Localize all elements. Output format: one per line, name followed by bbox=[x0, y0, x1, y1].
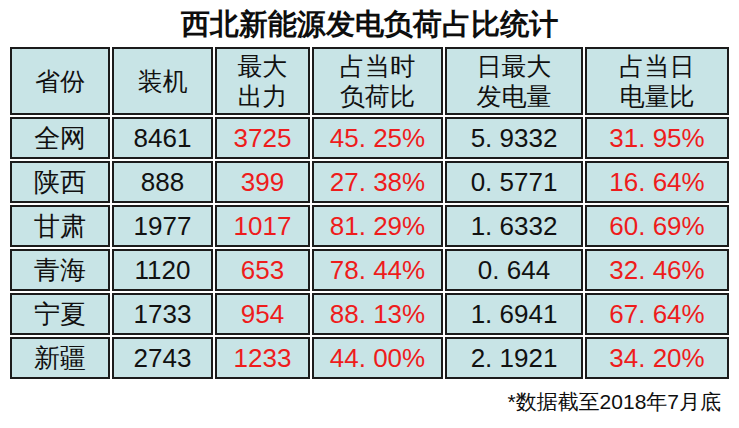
cell-load-ratio: 81. 29% bbox=[312, 205, 443, 247]
header-label: 占当日 bbox=[587, 51, 727, 81]
cell-max-output: 1233 bbox=[215, 337, 310, 379]
header-label: 发电量 bbox=[447, 81, 581, 111]
cell-province: 甘肃 bbox=[10, 205, 110, 247]
cell-installed: 1733 bbox=[112, 293, 213, 335]
cell-province: 新疆 bbox=[10, 337, 110, 379]
cell-load-ratio: 27. 38% bbox=[312, 161, 443, 203]
cell-daily-energy-ratio: 60. 69% bbox=[585, 205, 729, 247]
header-label: 最大 bbox=[217, 51, 308, 81]
header-label: 出力 bbox=[217, 81, 308, 111]
header-cell-installed: 装机 bbox=[112, 47, 213, 115]
cell-province: 宁夏 bbox=[10, 293, 110, 335]
page-title: 西北新能源发电负荷占比统计 bbox=[0, 0, 739, 44]
cell-max-output: 3725 bbox=[215, 117, 310, 159]
cell-daily-energy-ratio: 32. 46% bbox=[585, 249, 729, 291]
header-label: 负荷比 bbox=[314, 81, 441, 111]
page: 西北新能源发电负荷占比统计 省份 装机 最大 出力 占当时 负荷比 bbox=[0, 0, 739, 416]
cell-max-output: 954 bbox=[215, 293, 310, 335]
header-cell-max-output: 最大 出力 bbox=[215, 47, 310, 115]
header-label: 占当时 bbox=[314, 51, 441, 81]
header-label: 日最大 bbox=[447, 51, 581, 81]
header-cell-daily-energy-ratio: 占当日 电量比 bbox=[585, 47, 729, 115]
cell-max-output: 653 bbox=[215, 249, 310, 291]
cell-daily-energy-ratio: 34. 20% bbox=[585, 337, 729, 379]
cell-installed: 8461 bbox=[112, 117, 213, 159]
stats-table: 省份 装机 最大 出力 占当时 负荷比 日最大 发电量 占当 bbox=[8, 45, 731, 381]
cell-load-ratio: 88. 13% bbox=[312, 293, 443, 335]
table-row: 陕西 888 399 27. 38% 0. 5771 16. 64% bbox=[10, 161, 729, 203]
table-row: 全网 8461 3725 45. 25% 5. 9332 31. 95% bbox=[10, 117, 729, 159]
cell-province: 青海 bbox=[10, 249, 110, 291]
cell-load-ratio: 78. 44% bbox=[312, 249, 443, 291]
cell-max-output: 1017 bbox=[215, 205, 310, 247]
cell-installed: 888 bbox=[112, 161, 213, 203]
cell-daily-max-gen: 1. 6332 bbox=[445, 205, 583, 247]
cell-installed: 1977 bbox=[112, 205, 213, 247]
cell-load-ratio: 44. 00% bbox=[312, 337, 443, 379]
footnote: *数据截至2018年7月底 bbox=[0, 388, 739, 416]
header-cell-load-ratio: 占当时 负荷比 bbox=[312, 47, 443, 115]
table-row: 青海 1120 653 78. 44% 0. 644 32. 46% bbox=[10, 249, 729, 291]
cell-daily-max-gen: 5. 9332 bbox=[445, 117, 583, 159]
cell-daily-max-gen: 0. 5771 bbox=[445, 161, 583, 203]
header-row: 省份 装机 最大 出力 占当时 负荷比 日最大 发电量 占当 bbox=[10, 47, 729, 115]
table-row: 新疆 2743 1233 44. 00% 2. 1921 34. 20% bbox=[10, 337, 729, 379]
table-row: 宁夏 1733 954 88. 13% 1. 6941 67. 64% bbox=[10, 293, 729, 335]
header-cell-daily-max-gen: 日最大 发电量 bbox=[445, 47, 583, 115]
header-cell-province: 省份 bbox=[10, 47, 110, 115]
cell-daily-energy-ratio: 16. 64% bbox=[585, 161, 729, 203]
table-row: 甘肃 1977 1017 81. 29% 1. 6332 60. 69% bbox=[10, 205, 729, 247]
cell-daily-max-gen: 2. 1921 bbox=[445, 337, 583, 379]
cell-installed: 1120 bbox=[112, 249, 213, 291]
cell-daily-max-gen: 0. 644 bbox=[445, 249, 583, 291]
cell-max-output: 399 bbox=[215, 161, 310, 203]
cell-province: 全网 bbox=[10, 117, 110, 159]
header-label: 省份 bbox=[12, 66, 108, 96]
cell-daily-max-gen: 1. 6941 bbox=[445, 293, 583, 335]
header-label: 装机 bbox=[114, 66, 211, 96]
cell-daily-energy-ratio: 31. 95% bbox=[585, 117, 729, 159]
header-label: 电量比 bbox=[587, 81, 727, 111]
cell-load-ratio: 45. 25% bbox=[312, 117, 443, 159]
cell-installed: 2743 bbox=[112, 337, 213, 379]
cell-daily-energy-ratio: 67. 64% bbox=[585, 293, 729, 335]
cell-province: 陕西 bbox=[10, 161, 110, 203]
